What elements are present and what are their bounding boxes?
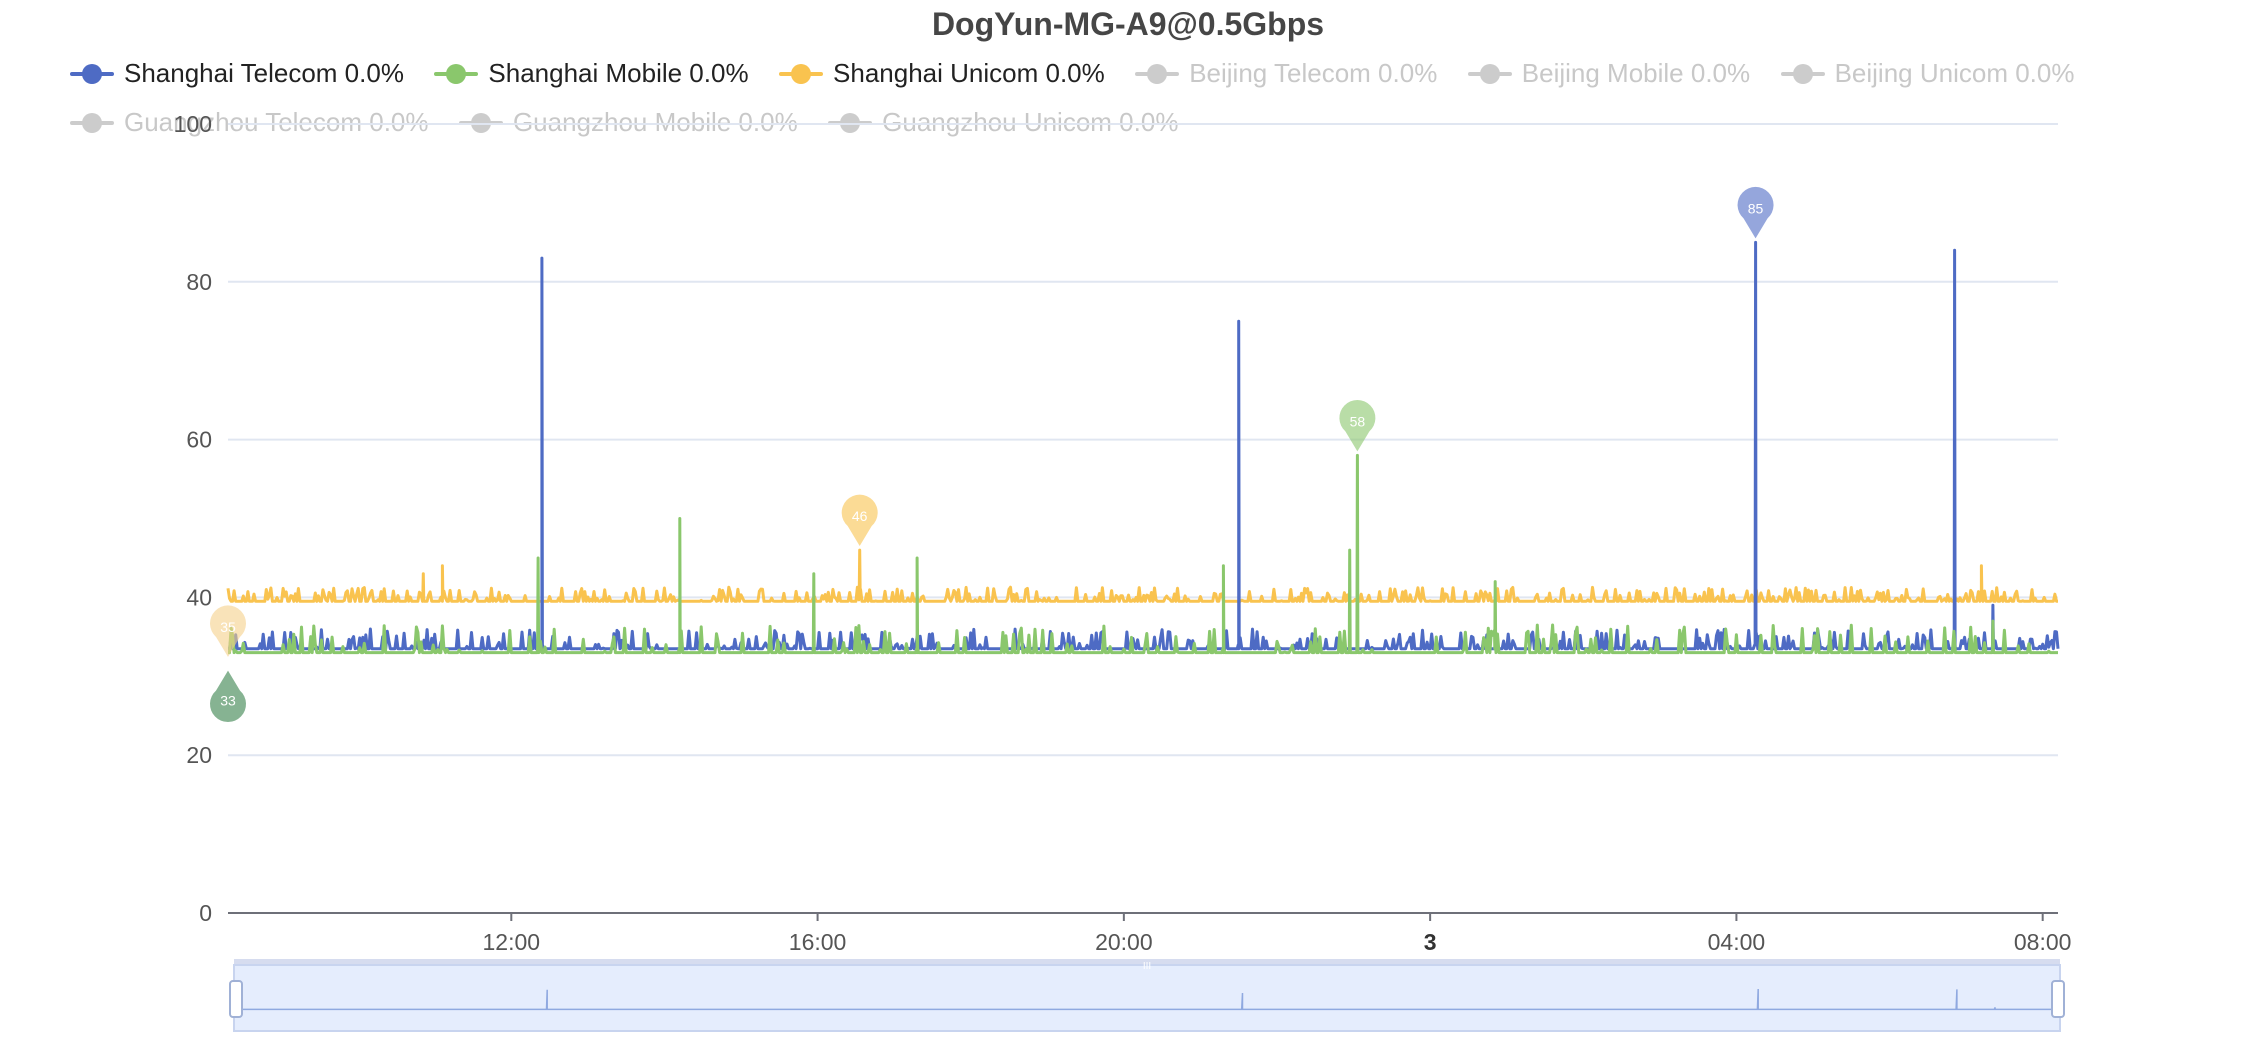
legend-label: Guangzhou Telecom 0.0% xyxy=(124,107,429,137)
legend-item-shanghai-telecom[interactable]: Shanghai Telecom 0.0% xyxy=(70,58,404,89)
marker-label: 85 xyxy=(1748,200,1764,216)
y-tick-label: 100 xyxy=(174,111,212,137)
legend-line-icon xyxy=(458,112,503,133)
zoom-handle-right[interactable] xyxy=(2051,980,2065,1018)
marker-label: 58 xyxy=(1350,413,1366,429)
series-line xyxy=(226,548,2058,603)
y-tick-label: 0 xyxy=(199,900,212,926)
value-marker: 58 xyxy=(1339,399,1376,452)
legend-item-shanghai-unicom[interactable]: Shanghai Unicom 0.0% xyxy=(779,58,1105,89)
zoom-drag-grip[interactable]: III xyxy=(1143,961,1151,972)
x-tick-label: 08:00 xyxy=(2014,929,2072,955)
value-marker: 35 xyxy=(210,605,246,657)
value-marker: 33 xyxy=(210,670,246,723)
legend-item-beijing-telecom[interactable]: Beijing Telecom 0.0% xyxy=(1135,58,1437,89)
legend-label: Guangzhou Mobile 0.0% xyxy=(512,107,798,137)
x-tick-label: 12:00 xyxy=(483,929,541,955)
legend-line-icon xyxy=(1467,63,1512,84)
legend-label: Shanghai Unicom 0.0% xyxy=(833,58,1105,88)
y-tick-label: 60 xyxy=(186,427,212,453)
legend-label: Beijing Mobile 0.0% xyxy=(1521,58,1751,88)
zoom-handle-left[interactable] xyxy=(229,980,243,1018)
x-tick-label: 04:00 xyxy=(1708,929,1766,955)
x-tick-label: 16:00 xyxy=(789,929,847,955)
legend-label: Beijing Unicom 0.0% xyxy=(1834,58,2075,88)
legend-line-icon xyxy=(434,63,479,84)
marker-label: 46 xyxy=(852,508,868,524)
marker-pin-shape xyxy=(841,494,878,547)
marker-pin-shape xyxy=(210,605,246,657)
x-tick-label: 20:00 xyxy=(1095,929,1153,955)
legend-label: Guangzhou Unicom 0.0% xyxy=(882,107,1179,137)
series-line xyxy=(228,453,2058,655)
legend-label: Shanghai Telecom 0.0% xyxy=(124,58,404,88)
legend-item-guangzhou-mobile[interactable]: Guangzhou Mobile 0.0% xyxy=(458,107,798,138)
legend-line-icon xyxy=(70,112,114,133)
legend-item-shanghai-mobile[interactable]: Shanghai Mobile 0.0% xyxy=(434,58,749,89)
legend-label: Shanghai Mobile 0.0% xyxy=(488,58,749,88)
marker-pin-shape xyxy=(1339,399,1376,452)
marker-pin-shape xyxy=(210,670,246,723)
chart-title: DogYun-MG-A9@0.5Gbps xyxy=(931,6,1325,42)
marker-label: 35 xyxy=(220,619,236,635)
legend-item-beijing-unicom[interactable]: Beijing Unicom 0.0% xyxy=(1780,58,2075,89)
legend-item-guangzhou-telecom[interactable]: Guangzhou Telecom 0.0% xyxy=(70,107,429,138)
zoom-overview-line xyxy=(234,988,2057,1011)
legend-line-icon xyxy=(70,63,114,84)
legend-line-icon xyxy=(1135,63,1180,84)
x-tick-label: 3 xyxy=(1424,929,1437,955)
value-marker: 46 xyxy=(841,494,878,547)
zoom-slider xyxy=(233,964,2061,1032)
y-tick-label: 80 xyxy=(186,269,212,295)
marker-pin-shape xyxy=(1737,186,1774,239)
legend-item-guangzhou-unicom[interactable]: Guangzhou Unicom 0.0% xyxy=(828,107,1178,138)
series-line xyxy=(228,240,2060,651)
legend-line-icon xyxy=(779,63,824,84)
legend-row-2: Guangzhou Telecom 0.0% Guangzhou Mobile … xyxy=(70,107,2220,138)
legend-item-beijing-mobile[interactable]: Beijing Mobile 0.0% xyxy=(1467,58,1751,89)
y-tick-label: 40 xyxy=(186,584,212,610)
legend-line-icon xyxy=(1780,63,1825,84)
legend: Shanghai Telecom 0.0% Shanghai Mobile 0.… xyxy=(70,58,2220,89)
legend-label: Beijing Telecom 0.0% xyxy=(1189,58,1438,88)
marker-label: 33 xyxy=(220,693,236,709)
legend-line-icon xyxy=(828,112,873,133)
y-tick-label: 20 xyxy=(186,742,212,768)
value-marker: 85 xyxy=(1737,186,1774,239)
